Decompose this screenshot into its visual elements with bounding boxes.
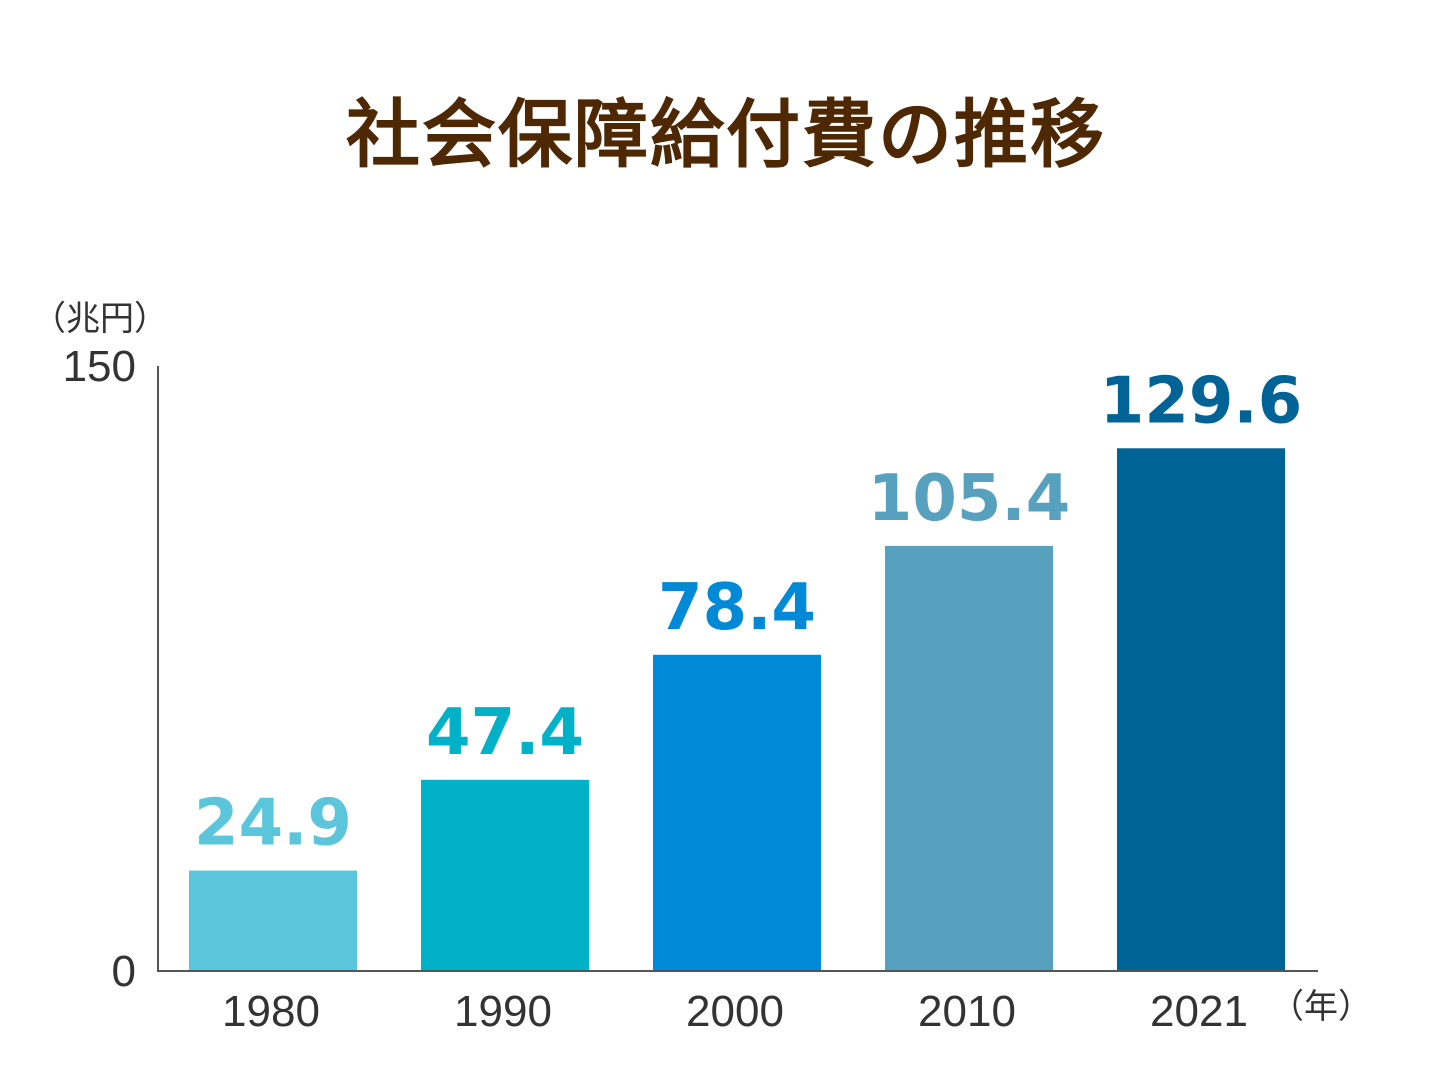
value-label-1990: 47.4	[426, 696, 584, 770]
x-tick-labels: 1980 1990 2000 2010 2021	[222, 987, 1248, 1036]
value-label-2010: 105.4	[868, 462, 1070, 536]
value-label-2021: 129.6	[1100, 364, 1302, 438]
x-tick-label-1980: 1980	[222, 987, 320, 1036]
bar-1990	[421, 779, 589, 971]
x-tick-label-2021: 2021	[1150, 987, 1248, 1036]
bar-1980	[189, 870, 357, 971]
chart-title: 社会保障給付費の推移	[346, 92, 1106, 178]
x-tick-label-2010: 2010	[918, 987, 1016, 1036]
value-label-2000: 78.4	[658, 571, 816, 645]
value-label-1980: 24.9	[194, 787, 352, 861]
y-tick-label-150: 150	[63, 342, 136, 391]
y-axis-unit-label: （兆円）	[32, 299, 168, 339]
bar-2021	[1117, 448, 1285, 971]
y-tick-labels: 0 150	[63, 342, 136, 996]
bar-2010	[885, 545, 1053, 971]
bar-2000	[653, 654, 821, 971]
y-tick-label-0: 0	[112, 947, 136, 996]
x-tick-label-1990: 1990	[454, 987, 552, 1036]
x-tick-label-2000: 2000	[686, 987, 784, 1036]
bars-group	[189, 448, 1285, 971]
x-axis-unit-label: （年）	[1270, 987, 1372, 1027]
value-labels-group: 24.9 47.4 78.4 105.4 129.6	[194, 364, 1302, 860]
